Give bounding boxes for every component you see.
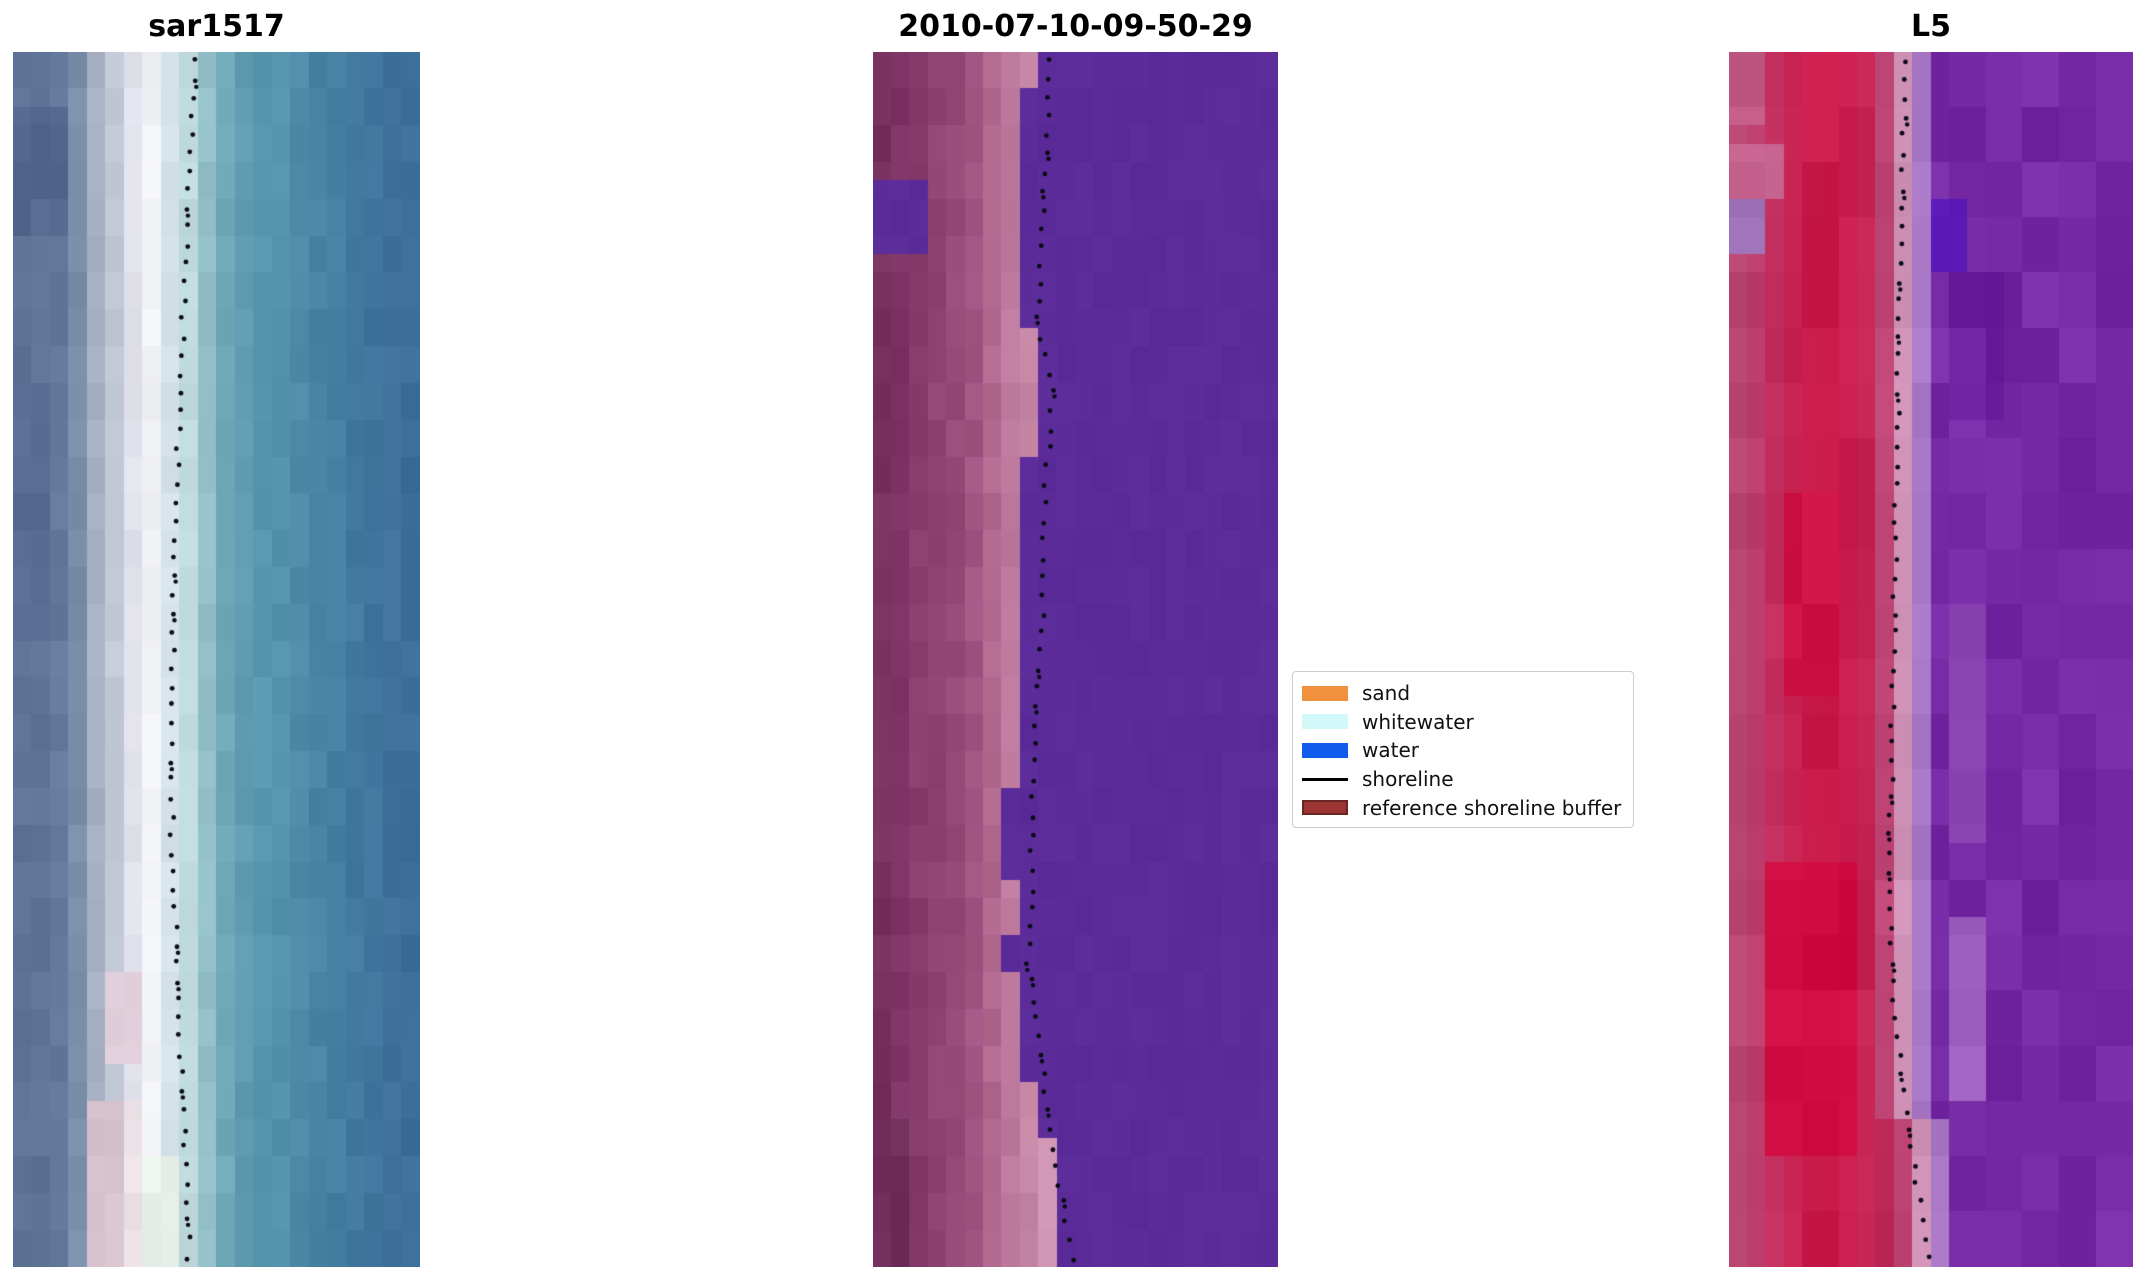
legend-label-sand: sand	[1362, 681, 1411, 706]
sar1517-satellite-image	[13, 52, 420, 1267]
legend-label-reference-shoreline-buffer: reference shoreline buffer	[1362, 795, 1622, 820]
panel-classified-image	[873, 52, 1278, 1267]
classified-satellite-image	[873, 52, 1278, 1267]
legend: sand whitewater water shoreline referenc…	[1292, 671, 1634, 828]
panel-title-l5: L5	[1911, 9, 1951, 44]
water-color-swatch	[1302, 742, 1348, 758]
sand-color-swatch	[1302, 685, 1348, 701]
legend-item-reference-shoreline-buffer: reference shoreline buffer	[1302, 793, 1627, 822]
legend-label-water: water	[1362, 738, 1419, 763]
panel-title-sar1517: sar1517	[148, 9, 285, 44]
shoreline-line-swatch	[1302, 772, 1348, 787]
reference-shoreline-buffer-swatch	[1302, 800, 1348, 816]
legend-item-water: water	[1302, 736, 1627, 765]
whitewater-color-swatch	[1302, 714, 1348, 730]
legend-item-shoreline: shoreline	[1302, 765, 1627, 794]
panel-l5-image	[1729, 52, 2133, 1267]
legend-item-sand: sand	[1302, 679, 1627, 708]
legend-label-whitewater: whitewater	[1362, 709, 1474, 734]
panel-sar1517-image	[13, 52, 420, 1267]
panel-title-date: 2010-07-10-09-50-29	[898, 9, 1253, 44]
legend-item-whitewater: whitewater	[1302, 708, 1627, 737]
legend-label-shoreline: shoreline	[1362, 767, 1454, 792]
l5-satellite-image	[1729, 52, 2133, 1267]
